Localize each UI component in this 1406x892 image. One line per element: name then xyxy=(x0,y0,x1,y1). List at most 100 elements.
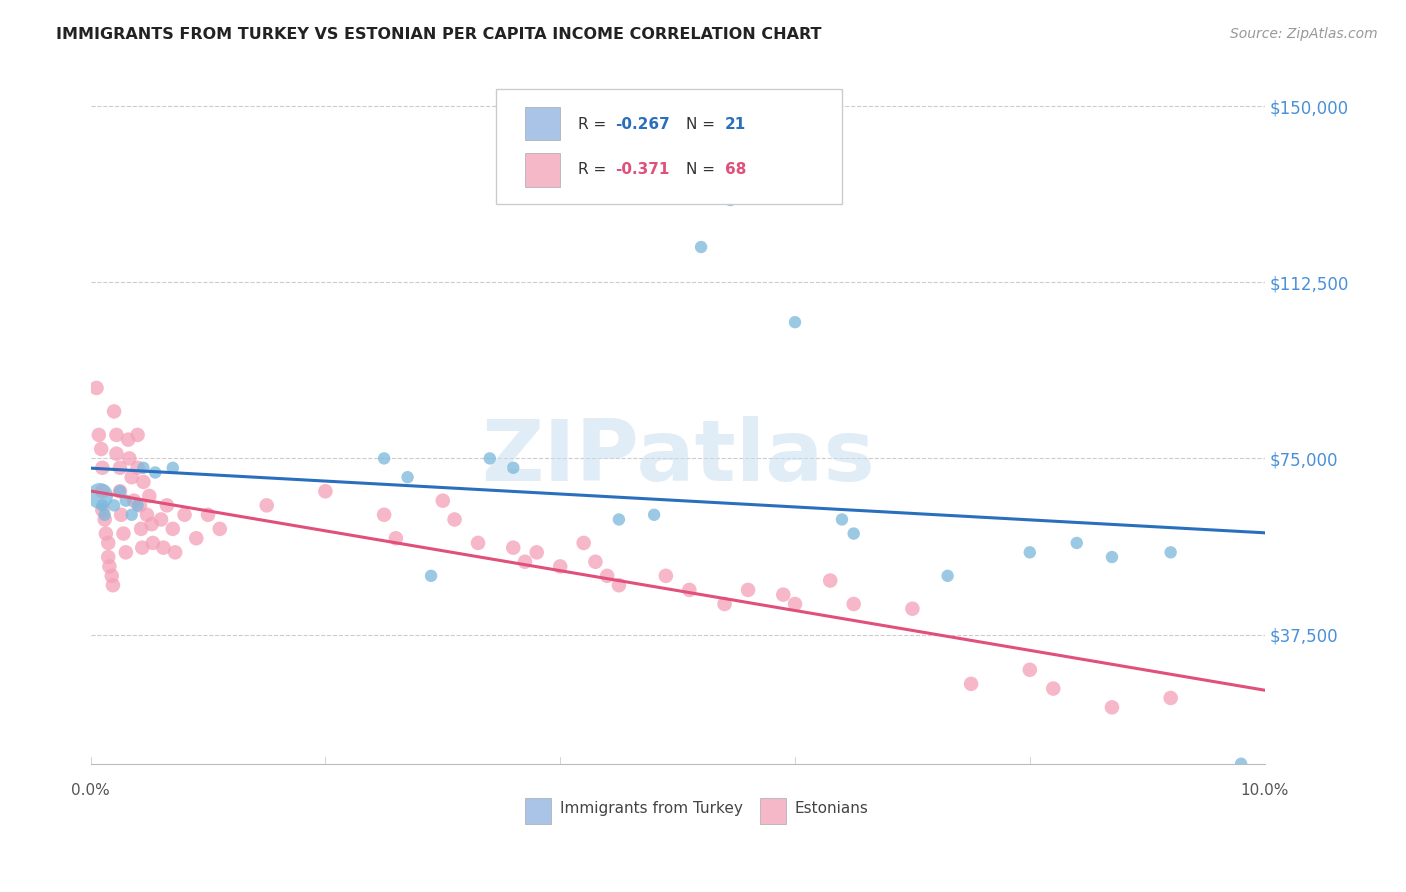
Point xyxy=(1230,756,1253,771)
Point xyxy=(314,484,336,499)
Point xyxy=(783,315,806,329)
Point xyxy=(831,512,853,526)
Point xyxy=(97,536,120,550)
Point xyxy=(114,493,136,508)
Point xyxy=(136,508,159,522)
Point xyxy=(156,499,179,513)
Point xyxy=(103,499,125,513)
Point xyxy=(117,433,139,447)
Point xyxy=(94,526,117,541)
Point xyxy=(783,597,806,611)
Point xyxy=(132,460,155,475)
Point xyxy=(162,522,184,536)
Point xyxy=(129,522,152,536)
Point xyxy=(502,541,524,555)
Point xyxy=(129,499,152,513)
Point xyxy=(643,508,665,522)
Point xyxy=(1160,690,1182,705)
Point xyxy=(720,193,742,207)
Point xyxy=(443,512,465,526)
Text: IMMIGRANTS FROM TURKEY VS ESTONIAN PER CAPITA INCOME CORRELATION CHART: IMMIGRANTS FROM TURKEY VS ESTONIAN PER C… xyxy=(56,27,821,42)
Text: 0.0%: 0.0% xyxy=(72,782,110,797)
Point xyxy=(572,536,595,550)
Point xyxy=(165,545,187,559)
Point xyxy=(89,489,111,503)
Point xyxy=(132,475,155,489)
Point xyxy=(86,381,108,395)
Point xyxy=(678,582,700,597)
Point xyxy=(513,555,536,569)
Point xyxy=(607,578,630,592)
Point xyxy=(108,484,131,499)
Point xyxy=(1160,545,1182,559)
Point xyxy=(103,404,125,418)
Point xyxy=(1101,700,1123,714)
Text: Immigrants from Turkey: Immigrants from Turkey xyxy=(560,801,744,816)
Point xyxy=(90,442,112,456)
Point xyxy=(112,526,135,541)
Point xyxy=(127,428,149,442)
Point xyxy=(1101,549,1123,564)
Point xyxy=(91,499,114,513)
Point xyxy=(385,531,408,545)
Point xyxy=(110,508,132,522)
Text: ZIPatlas: ZIPatlas xyxy=(481,417,875,500)
Point xyxy=(197,508,219,522)
Point xyxy=(142,536,165,550)
Text: N =: N = xyxy=(686,117,720,132)
Point xyxy=(1042,681,1064,696)
Point xyxy=(101,578,124,592)
Point xyxy=(162,460,184,475)
Point xyxy=(150,512,173,526)
Point xyxy=(127,499,149,513)
Point xyxy=(91,484,114,499)
Point xyxy=(526,545,548,559)
Bar xyxy=(759,797,786,824)
Point xyxy=(186,531,208,545)
Point xyxy=(936,569,959,583)
Point xyxy=(122,493,145,508)
Point xyxy=(98,559,121,574)
Point xyxy=(772,588,794,602)
Point xyxy=(93,512,115,526)
Text: Source: ZipAtlas.com: Source: ZipAtlas.com xyxy=(1230,27,1378,41)
Point xyxy=(121,508,143,522)
Point xyxy=(420,569,443,583)
Point xyxy=(583,555,606,569)
Point xyxy=(1066,536,1088,550)
Point xyxy=(152,541,174,555)
Point xyxy=(97,549,120,564)
Point xyxy=(143,466,166,480)
Point xyxy=(100,569,122,583)
Point xyxy=(842,526,865,541)
Point xyxy=(127,460,149,475)
Point xyxy=(173,508,195,522)
Point xyxy=(502,460,524,475)
Point xyxy=(118,451,141,466)
Point xyxy=(114,545,136,559)
Point xyxy=(105,428,128,442)
Text: R =: R = xyxy=(578,117,612,132)
Point xyxy=(818,574,841,588)
Point xyxy=(373,508,395,522)
Point xyxy=(141,517,163,532)
Point xyxy=(208,522,231,536)
Point xyxy=(108,460,131,475)
Bar xyxy=(524,797,551,824)
Point xyxy=(91,460,114,475)
Bar xyxy=(524,153,560,186)
Text: Estonians: Estonians xyxy=(794,801,869,816)
Point xyxy=(478,451,501,466)
FancyBboxPatch shape xyxy=(496,89,842,204)
Text: 21: 21 xyxy=(724,117,745,132)
Point xyxy=(91,503,114,517)
Point xyxy=(108,484,131,499)
Text: 68: 68 xyxy=(724,161,747,177)
Point xyxy=(121,470,143,484)
Point xyxy=(138,489,160,503)
Point xyxy=(713,597,735,611)
Point xyxy=(1018,663,1040,677)
Point xyxy=(901,601,924,615)
Text: -0.267: -0.267 xyxy=(616,117,671,132)
Point xyxy=(105,447,128,461)
